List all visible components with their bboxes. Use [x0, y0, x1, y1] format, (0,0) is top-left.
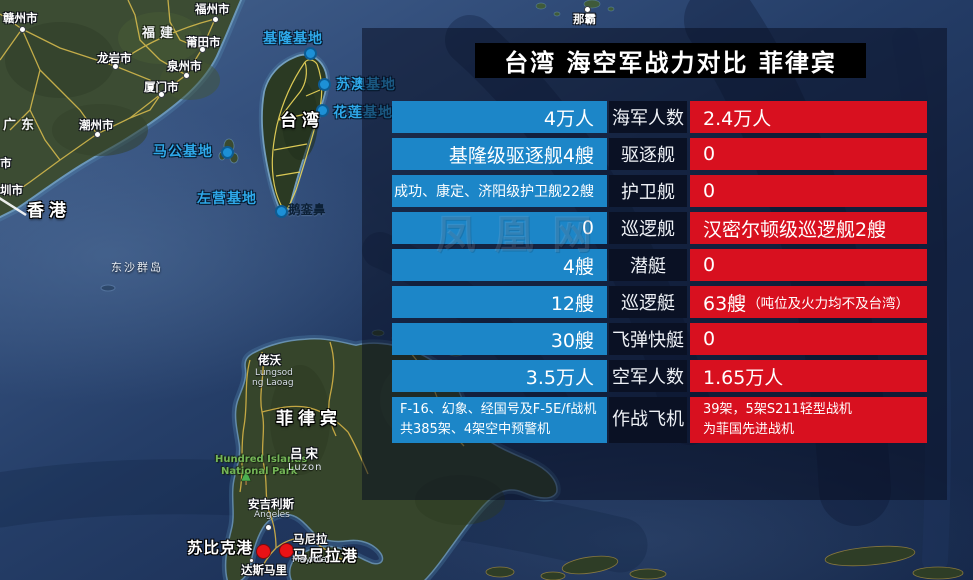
philippines-value-cell: 39架，5架S211轻型战机 为菲国先进战机 [690, 397, 927, 443]
label-shenzhen: 圳市 [0, 183, 23, 197]
table-row: 30艘 飞弹快艇 0 [392, 323, 927, 355]
label-laoag: 佬沃 [258, 353, 281, 367]
label-chaozhou-marker [93, 130, 101, 138]
label-taiwan: 台湾 [280, 111, 324, 131]
label-maynila: Maynila [292, 555, 327, 565]
label-putian-marker [198, 45, 206, 53]
category-cell: 驱逐舰 [609, 138, 687, 170]
label-manila: 马尼拉 [293, 532, 328, 546]
taiwan-value-cell: 0 [392, 212, 607, 244]
label-hualien-base-marker [315, 103, 329, 117]
label-hongkong: 香港 [27, 201, 71, 221]
label-fujian: 福建 [142, 26, 179, 41]
philippines-value-cell: 汉密尔顿级巡逻舰2艘 [690, 212, 927, 244]
label-magong-base: 马公基地 [153, 144, 213, 160]
label-hundred-islands-1: Hundred Islands [215, 454, 308, 465]
taiwan-value-cell: 4艘 [392, 249, 607, 281]
category-cell: 巡逻艇 [609, 286, 687, 318]
label-hundred-islands-2: National Park [221, 466, 298, 477]
label-angeles-cn: 安吉利斯 [248, 497, 294, 511]
label-angeles-en: Angeles [254, 510, 290, 520]
table-row: F-16、幻象、经国号及F-5E/f战机 共385架、4架空中预警机 作战飞机 39… [392, 397, 927, 443]
philippines-value-cell: 0 [690, 323, 927, 355]
label-chaozhou: 潮州市 [79, 118, 114, 132]
table-row: 成功、康定、济阳级护卫舰22艘 护卫舰 0 [392, 175, 927, 207]
taiwan-value-cell: 30艘 [392, 323, 607, 355]
label-manila-marker [278, 542, 294, 558]
philippines-value-note: （吨位及火力均不及台湾） [747, 296, 910, 312]
table-row: 12艘 巡逻艇 63艘 （吨位及火力均不及台湾） [392, 286, 927, 318]
label-zuoying-base: 左营基地 [197, 191, 257, 207]
table-row: 0 巡逻舰 汉密尔顿级巡逻舰2艘 [392, 212, 927, 244]
category-cell: 作战飞机 [609, 397, 687, 443]
taiwan-value-cell: 12艘 [392, 286, 607, 318]
label-dasmarinas: 达斯马里 [241, 563, 287, 577]
label-naha-marker [583, 5, 591, 13]
okinawa-islets [535, 0, 615, 17]
label-quanzhou: 泉州市 [167, 59, 202, 73]
label-laoag-en2: ng Laoag [252, 378, 294, 388]
label-keelung-base-marker [303, 46, 317, 60]
label-quanzhou-marker [182, 71, 190, 79]
label-keelung-base: 基隆基地 [263, 31, 323, 47]
category-cell: 巡逻舰 [609, 212, 687, 244]
category-cell: 潜艇 [609, 249, 687, 281]
comparison-table: 4万人 海军人数 2.4万人 基隆级驱逐舰4艘 驱逐舰 0 成功、康定、济阳级护卫舰22艘护… [392, 101, 927, 448]
label-longyan-marker [111, 62, 119, 70]
page-title: 台湾 海空军战力对比 菲律宾 [475, 43, 866, 78]
label-manila-port: 马尼拉港 [292, 547, 359, 565]
taiwan-value-cell: F-16、幻象、经国号及F-5E/f战机 共385架、4架空中预警机 [392, 397, 607, 443]
label-ganzhou-marker [18, 25, 26, 33]
label-philippines: 菲律宾 [276, 409, 342, 429]
label-magong-base-marker [220, 145, 234, 159]
label-luzon-en: Luzon [288, 462, 323, 473]
philippines-value-cell: 0 [690, 175, 927, 207]
dongsha-reef [100, 284, 116, 292]
label-suao-base-marker [317, 77, 331, 91]
philippines-value-cell: 2.4万人 [690, 101, 927, 133]
table-row: 4万人 海军人数 2.4万人 [392, 101, 927, 133]
table-row: 基隆级驱逐舰4艘 驱逐舰 0 [392, 138, 927, 170]
category-cell: 飞弹快艇 [609, 323, 687, 355]
label-xiamen: 厦门市 [144, 80, 179, 94]
category-cell: 海军人数 [609, 101, 687, 133]
southeast-islands [485, 545, 964, 580]
category-cell: 护卫舰 [609, 175, 687, 207]
taiwan-value-cell: 基隆级驱逐舰4艘 [392, 138, 607, 170]
label-guangdong: 广东 [3, 118, 40, 133]
label-subic-port: 苏比克港 [187, 539, 254, 557]
table-row: 4艘 潜艇 0 [392, 249, 927, 281]
label-laoag-en1: Lungsod [255, 368, 293, 378]
comparison-table-rows: 4万人 海军人数 2.4万人 基隆级驱逐舰4艘 驱逐舰 0 成功、康定、济阳级护卫舰22艘护… [392, 101, 927, 443]
label-putian: 莆田市 [186, 35, 221, 49]
label-city-edge: 市 [0, 156, 12, 170]
label-angeles-en-marker [264, 523, 272, 531]
hongkong-leader-line [0, 197, 27, 217]
taiwan-value-cell: 4万人 [392, 101, 607, 133]
label-subic-port-marker [255, 543, 271, 559]
philippines-value-cell: 0 [690, 249, 927, 281]
category-cell: 空军人数 [609, 360, 687, 392]
philippines-value-cell: 63艘 （吨位及火力均不及台湾） [690, 286, 927, 318]
park-tree-icon [240, 468, 252, 485]
philippines-value-cell: 0 [690, 138, 927, 170]
label-dasmarinas-marker [248, 557, 254, 563]
taiwan-value-cell: 3.5万人 [392, 360, 607, 392]
philippines-value-cell: 1.65万人 [690, 360, 927, 392]
label-xiamen-marker [157, 90, 165, 98]
taiwan-value-cell: 成功、康定、济阳级护卫舰22艘 [392, 175, 607, 207]
label-luzon-cn: 吕宋 [290, 446, 322, 461]
label-fuzhou: 福州市 [195, 2, 230, 16]
label-ganzhou: 赣州市 [3, 11, 38, 25]
label-dongsha: 东沙群岛 [111, 261, 163, 274]
table-row: 3.5万人 空军人数 1.65万人 [392, 360, 927, 392]
label-eluanbi: 鹅銮鼻 [288, 202, 326, 217]
label-naha: 那霸 [573, 12, 596, 26]
label-longyan: 龙岩市 [97, 51, 132, 65]
label-zuoying-base-marker [274, 204, 288, 218]
taiwan-island [258, 51, 331, 217]
label-fuzhou-marker [211, 15, 219, 23]
